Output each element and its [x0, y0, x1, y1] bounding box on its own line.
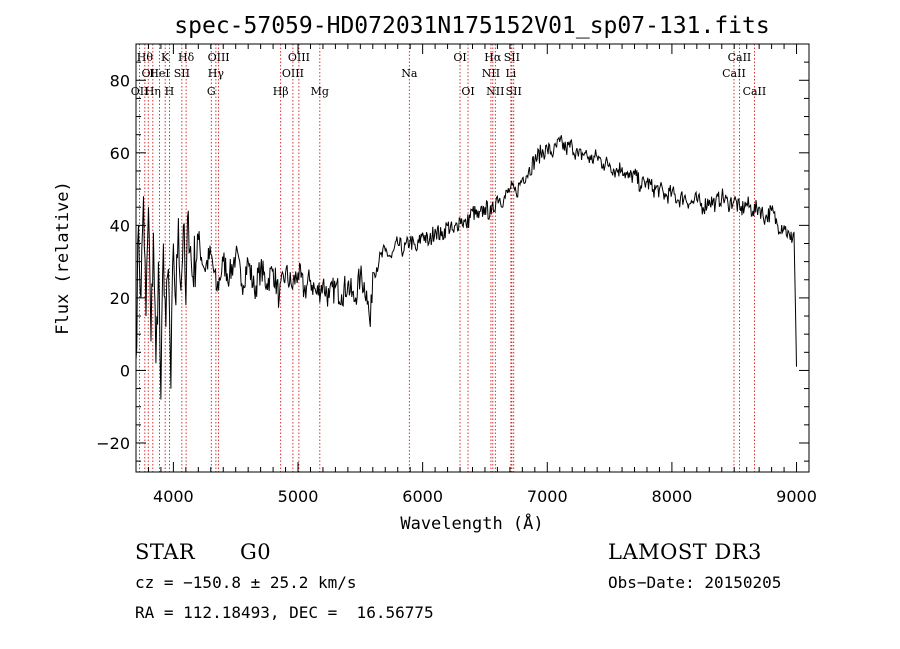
- spectral-line-label: CaII: [722, 67, 746, 80]
- y-tick-label: −20: [96, 434, 130, 453]
- spectral-line-label: Li: [505, 67, 516, 80]
- spectral-line-label: SII: [504, 51, 520, 64]
- observation-date: Obs−Date: 20150205: [608, 573, 782, 592]
- spectral-line-label: OI: [461, 85, 474, 98]
- y-tick-label: 40: [110, 216, 130, 235]
- spectral-line-label: Hθ: [137, 51, 154, 64]
- spectral-line-label: OIII: [282, 67, 304, 80]
- x-tick-label: 4000: [153, 487, 194, 506]
- spectral-line-label: CaII: [728, 51, 752, 64]
- survey-name: LAMOST DR3: [608, 540, 762, 564]
- spectral-line-label: SII: [506, 85, 522, 98]
- y-tick-label: 60: [110, 144, 130, 163]
- spectral-line-label: OIII: [288, 51, 310, 64]
- spectral-line-label: OI: [142, 67, 155, 80]
- x-tick-label: 7000: [527, 487, 568, 506]
- spectral-line-label: Hα: [484, 51, 502, 64]
- y-tick-label: 80: [110, 71, 130, 90]
- redshift-cz: cz = −150.8 ± 25.2 km/s: [135, 573, 357, 592]
- spectral-line-label: Mg: [311, 85, 329, 98]
- object-subclass: G0: [240, 540, 272, 564]
- x-tick-label: 8000: [652, 487, 693, 506]
- spectral-line-label: OI: [453, 51, 466, 64]
- x-tick-label: 6000: [402, 487, 443, 506]
- spectral-line-markers: [139, 44, 755, 472]
- spectrum-chart: spec-57059-HD072031N175152V01_sp07-131.f…: [53, 13, 817, 534]
- spectral-line-label: OII: [131, 85, 149, 98]
- y-axis-label: Flux (relative): [53, 181, 73, 335]
- spectrum-line: [135, 135, 797, 400]
- coordinates: RA = 112.18493, DEC = 16.56775: [135, 603, 434, 622]
- spectral-line-label: Hη: [145, 85, 161, 98]
- object-type: STAR: [135, 540, 196, 564]
- spectral-line-label: NII: [486, 85, 504, 98]
- spectral-line-label: CaII: [743, 85, 767, 98]
- x-tick-label: 9000: [776, 487, 817, 506]
- spectral-line-label: OIII: [208, 51, 230, 64]
- spectral-line-label: Na: [401, 67, 418, 80]
- x-tick-label: 5000: [278, 487, 319, 506]
- spectral-line-label: SII: [174, 67, 190, 80]
- spectral-line-label: G: [207, 85, 216, 98]
- spectral-line-label: K: [161, 51, 170, 64]
- spectral-line-label: Hβ: [273, 85, 289, 98]
- y-tick-label: 0: [120, 361, 130, 380]
- spectral-line-label: NII: [482, 67, 500, 80]
- spectral-line-label: HeI: [149, 67, 169, 80]
- x-axis-label: Wavelength (Å): [400, 512, 543, 534]
- spectral-line-label: Hδ: [178, 51, 195, 64]
- spectral-line-label: H: [165, 85, 175, 98]
- chart-title: spec-57059-HD072031N175152V01_sp07-131.f…: [174, 13, 769, 39]
- y-tick-label: 20: [110, 289, 130, 308]
- y-axis-ticks: −20 0 20 40 60 80: [96, 43, 809, 462]
- spectral-line-label: Hγ: [208, 67, 225, 80]
- plot-frame: [135, 43, 810, 473]
- spectral-line-labels: OII Hθ OI Hη HeI K H SII Hδ G Hγ OIII Hβ OIII OIII Mg Na…: [131, 51, 766, 98]
- x-axis-ticks: 4000 5000 6000 7000 8000 9000: [135, 44, 817, 506]
